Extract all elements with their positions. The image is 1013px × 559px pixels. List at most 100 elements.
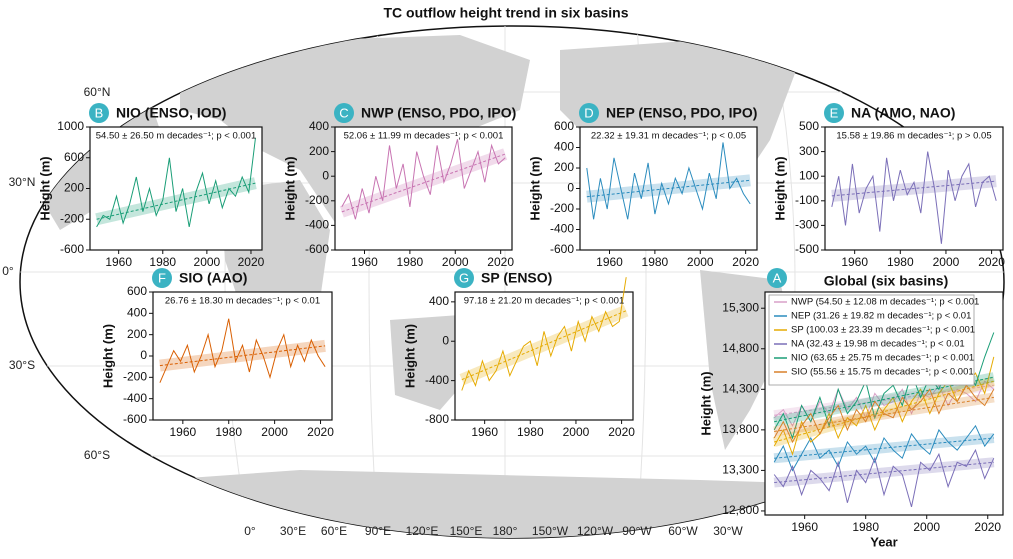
- legend-label: SIO (55.56 ± 15.75 m decades⁻¹; p < 0.00…: [791, 367, 974, 378]
- x-axis-label: Year: [870, 534, 897, 549]
- legend-label: NEP (31.26 ± 19.82 m decades⁻¹; p < 0.01: [791, 311, 971, 322]
- latitude-label: 30°S: [9, 358, 35, 372]
- y-tick-label: -400: [425, 373, 449, 387]
- panel-letter: C: [339, 105, 348, 120]
- y-tick-label: 200: [554, 160, 574, 174]
- panel-letter: F: [158, 270, 166, 285]
- x-tick-label: 1960: [105, 255, 132, 269]
- panel-letter-badge: [152, 268, 172, 288]
- panel-title: SP (ENSO): [481, 270, 552, 286]
- y-tick-label: -200: [305, 193, 329, 207]
- longitude-label: 60°E: [321, 524, 347, 538]
- y-tick-label: -600: [305, 242, 329, 256]
- legend-box: [768, 294, 975, 386]
- trend-annotation: 97.18 ± 21.20 m decades⁻¹; p < 0.001: [464, 296, 625, 307]
- y-tick-label: 13,800: [722, 422, 759, 436]
- y-tick-label: -800: [425, 412, 449, 426]
- x-tick-label: 1980: [887, 255, 914, 269]
- panel-title: NEP (ENSO, PDO, IPO): [606, 105, 757, 121]
- y-tick-label: 15,300: [722, 300, 759, 314]
- y-tick-label: 0: [322, 168, 329, 182]
- y-axis-label: Height (m): [402, 324, 417, 388]
- trend-line: [774, 396, 994, 432]
- x-tick-label: 2020: [238, 255, 265, 269]
- x-tick-label: 1960: [791, 520, 818, 534]
- legend-label: NIO (63.65 ± 25.75 m decades⁻¹; p < 0.00…: [791, 353, 974, 364]
- trend-line: [774, 461, 994, 484]
- latitude-label: 30°N: [9, 175, 36, 189]
- y-tick-label: 12,800: [722, 503, 759, 517]
- chart-panel: G SP (ENSO) -800 -400 0 400 1960 1980 2000 2020 He…: [402, 268, 635, 439]
- data-line: [96, 138, 256, 228]
- x-tick-label: 2020: [487, 255, 514, 269]
- longitude-label: 0°: [244, 524, 256, 538]
- y-tick-label: 300: [799, 144, 819, 158]
- y-tick-label: 500: [799, 119, 819, 133]
- x-tick-label: 2000: [913, 520, 940, 534]
- x-tick-label: 1980: [215, 425, 242, 439]
- data-line: [159, 318, 326, 383]
- panel-letter: A: [773, 270, 782, 285]
- panel-letter-badge: [579, 103, 599, 123]
- trend-band: [459, 305, 629, 386]
- x-tick-label: 2000: [194, 255, 221, 269]
- y-tick-label: -600: [550, 242, 574, 256]
- panel-letter-badge: [89, 103, 109, 123]
- legend: NWP (54.50 ± 12.08 m decades⁻¹; p < 0.00…: [768, 294, 979, 386]
- y-tick-label: 400: [309, 119, 329, 133]
- y-tick-label: 14,800: [722, 341, 759, 355]
- chart-panel: F SIO (AAO) -600 -400 -200 0 200 400 600 1960 1980…: [100, 268, 334, 439]
- x-tick-label: 1960: [596, 255, 623, 269]
- x-tick-label: 2020: [307, 425, 334, 439]
- y-tick-label: 400: [554, 140, 574, 154]
- panel-letter: B: [95, 105, 104, 120]
- trend-line: [831, 180, 997, 197]
- y-tick-label: -600: [60, 242, 84, 256]
- y-tick-label: 200: [64, 181, 84, 195]
- y-tick-label: -400: [550, 222, 574, 236]
- longitude-label: 150°E: [450, 524, 483, 538]
- longitude-label: 120°W: [577, 524, 614, 538]
- x-tick-label: 1980: [517, 425, 544, 439]
- x-tick-label: 2020: [974, 520, 1001, 534]
- trend-line: [341, 153, 506, 213]
- panel-letter: D: [584, 105, 593, 120]
- x-tick-label: 1980: [852, 520, 879, 534]
- longitude-label: 180°: [493, 524, 518, 538]
- chart-panel: C NWP (ENSO, PDO, IPO) -600 -400 -200 0 200 400…: [282, 103, 516, 269]
- panel-letter: G: [459, 270, 469, 285]
- trend-line: [96, 182, 256, 220]
- data-line: [461, 277, 627, 391]
- x-tick-label: 1960: [351, 255, 378, 269]
- chart-panel: E NA (AMO, NAO) -500 -300 -100 100 300 500 1960 1…: [772, 103, 1005, 269]
- x-tick-label: 2000: [442, 255, 469, 269]
- y-tick-label: 400: [127, 306, 147, 320]
- longitude-label: 120°E: [406, 524, 439, 538]
- data-line: [773, 448, 995, 508]
- y-tick-label: 600: [554, 119, 574, 133]
- legend-label: NA (32.43 ± 19.98 m decades⁻¹; p < 0.01: [791, 339, 965, 350]
- y-axis-label: Height (m): [282, 156, 297, 220]
- trend-line: [774, 437, 994, 459]
- trend-line: [586, 179, 751, 198]
- y-tick-label: 200: [127, 327, 147, 341]
- y-tick-label: 0: [442, 333, 449, 347]
- legend-label: SP (100.03 ± 23.39 m decades⁻¹; p < 0.00…: [791, 325, 975, 336]
- y-axis-label: Height (m): [100, 324, 115, 388]
- y-tick-label: -200: [123, 370, 147, 384]
- panel-title: NWP (ENSO, PDO, IPO): [361, 105, 516, 121]
- x-tick-label: 1960: [841, 255, 868, 269]
- chart-panel: A Global (six basins) 12,800 13,300 13,800 14…: [698, 268, 1004, 549]
- longitude-label: 30°W: [713, 524, 743, 538]
- y-tick-label: 400: [429, 294, 449, 308]
- x-tick-label: 2000: [687, 255, 714, 269]
- longitude-label: 90°E: [365, 524, 391, 538]
- y-tick-label: 0: [567, 181, 574, 195]
- y-tick-label: 600: [64, 150, 84, 164]
- y-tick-label: -200: [550, 201, 574, 215]
- panel-letter-badge: [767, 268, 787, 288]
- x-tick-label: 1980: [149, 255, 176, 269]
- y-axis-label: Height (m): [698, 371, 713, 435]
- x-tick-label: 2000: [261, 425, 288, 439]
